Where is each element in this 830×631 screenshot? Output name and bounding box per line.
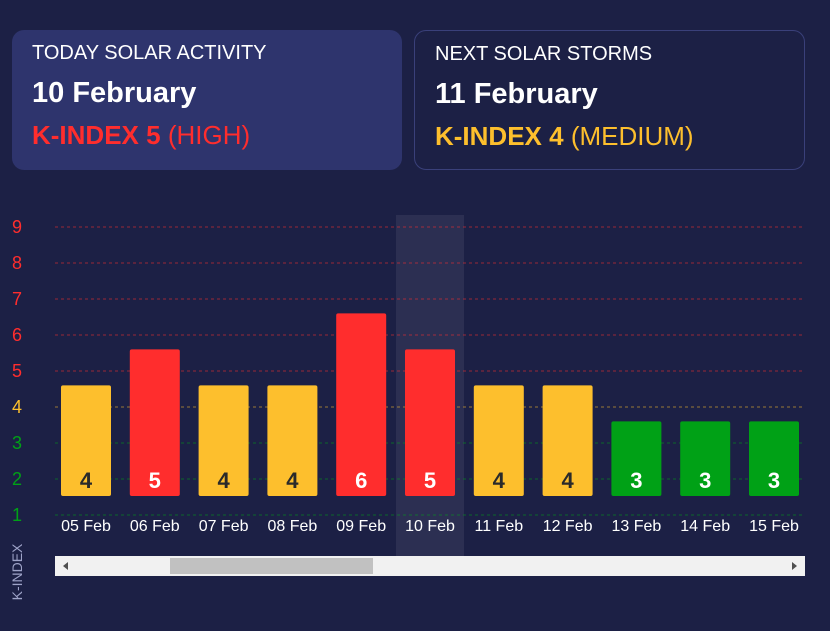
bar-value-label: 3 — [699, 468, 711, 493]
bar-value-label: 6 — [355, 468, 367, 493]
bar[interactable] — [680, 421, 731, 496]
next-kindex-level: (MEDIUM) — [570, 121, 694, 151]
bar[interactable] — [749, 421, 799, 496]
x-tick-label: 05 Feb — [61, 518, 111, 535]
x-tick-label: 08 Feb — [267, 518, 317, 535]
x-tick-label: 12 Feb — [543, 518, 593, 535]
scroll-left-arrow-icon[interactable] — [63, 562, 68, 570]
today-kindex-value: K-INDEX 5 — [32, 120, 161, 150]
x-tick-label: 15 Feb — [749, 518, 799, 535]
y-tick-label: 8 — [12, 253, 22, 273]
next-kindex-line: K-INDEX 4 (MEDIUM) — [435, 121, 784, 152]
scrollbar-thumb[interactable] — [170, 558, 373, 574]
bar-value-label: 3 — [768, 468, 780, 493]
y-tick-label: 9 — [12, 217, 22, 237]
next-date: 11 February — [435, 78, 598, 110]
x-tick-label: 14 Feb — [680, 518, 730, 535]
x-tick-label: 07 Feb — [199, 518, 249, 535]
today-kindex-level: (HIGH) — [167, 120, 251, 150]
y-axis-title: K-INDEX — [9, 543, 25, 600]
next-card-label: NEXT SOLAR STORMS — [435, 43, 653, 65]
next-solar-storms-card: NEXT SOLAR STORMS 11 February K-INDEX 4 … — [414, 30, 805, 170]
today-date: 10 February — [32, 77, 197, 109]
today-kindex-line: K-INDEX 5 (HIGH) — [32, 120, 382, 151]
x-tick-label: 06 Feb — [130, 518, 180, 535]
y-tick-label: 7 — [12, 289, 22, 309]
y-tick-label: 1 — [12, 505, 22, 525]
bar[interactable] — [198, 385, 249, 496]
bar[interactable] — [542, 385, 593, 496]
y-tick-label: 6 — [12, 325, 22, 345]
bar-value-label: 5 — [149, 468, 161, 493]
bar[interactable] — [129, 349, 180, 496]
bar[interactable] — [611, 421, 662, 496]
bar-value-label: 4 — [493, 468, 506, 493]
x-tick-label: 11 Feb — [474, 518, 523, 535]
bar-value-label: 4 — [561, 468, 574, 493]
bar-value-label: 3 — [630, 468, 642, 493]
y-tick-label: 4 — [12, 397, 22, 417]
bar-value-label: 4 — [217, 468, 230, 493]
y-tick-label: 2 — [12, 469, 22, 489]
bar[interactable] — [61, 385, 111, 496]
today-card-label: TODAY SOLAR ACTIVITY — [32, 42, 267, 64]
y-tick-label: 3 — [12, 433, 22, 453]
x-tick-label: 09 Feb — [336, 518, 386, 535]
chart-horizontal-scrollbar[interactable] — [55, 556, 805, 576]
today-solar-activity-card: TODAY SOLAR ACTIVITY 10 February K-INDEX… — [12, 30, 402, 170]
bar[interactable] — [473, 385, 524, 496]
bar-value-label: 5 — [424, 468, 436, 493]
x-tick-label: 13 Feb — [611, 518, 661, 535]
bar[interactable] — [267, 385, 318, 496]
next-kindex-value: K-INDEX 4 — [435, 121, 564, 151]
x-tick-label: 10 Feb — [405, 518, 455, 535]
bar[interactable] — [405, 349, 455, 496]
scroll-right-arrow-icon[interactable] — [792, 562, 797, 570]
y-tick-label: 5 — [12, 361, 22, 381]
bar-value-label: 4 — [80, 468, 93, 493]
kindex-bar-chart: 1 2 3 4 5 6 7 8 9 4 05 Feb 5 06 Feb 4 07 Feb 4 08 Feb 6 09… — [9, 215, 805, 600]
bar[interactable] — [336, 313, 387, 496]
bar-value-label: 4 — [286, 468, 299, 493]
